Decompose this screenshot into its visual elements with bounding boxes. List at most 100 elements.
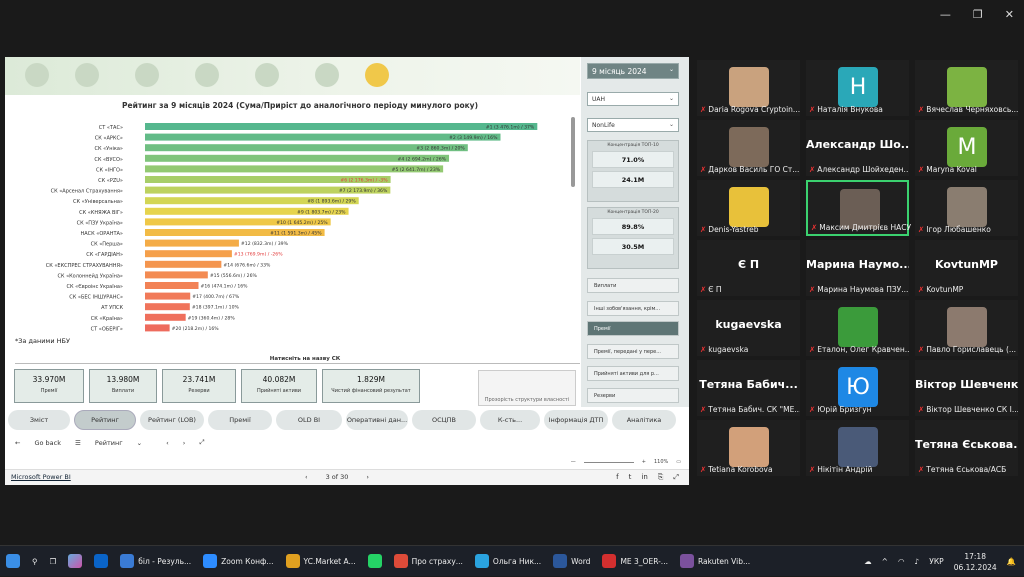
volume-icon[interactable]: ♪ — [914, 557, 920, 566]
ownership-structure-button[interactable]: Прозорість структури власності — [478, 370, 576, 406]
side-button-other-liabilities[interactable]: Інші зобов'язання, крім... — [587, 301, 679, 316]
restore-button[interactable]: ❐ — [972, 8, 983, 21]
category-label[interactable]: СК «АРКС» — [95, 136, 123, 142]
side-button-reserves[interactable]: Резерви — [587, 388, 679, 403]
bar[interactable] — [145, 260, 222, 268]
category-label[interactable]: СК «ГАРДІАН» — [86, 252, 123, 258]
category-label[interactable]: НАСК «ОРАНТА» — [80, 231, 123, 237]
segment-select[interactable]: NonLife ⌄ — [587, 118, 679, 132]
kpi-card-payouts[interactable]: 13.980M Виплати — [89, 369, 157, 403]
participant-tile[interactable]: ✗ Daria Rogova Cryptoin... — [697, 60, 800, 116]
tab-count[interactable]: К-сть... — [480, 410, 540, 430]
facebook-icon[interactable]: f — [616, 473, 619, 481]
side-button-premiums[interactable]: Премії — [587, 321, 679, 336]
category-label[interactable]: СК «Колоннейд Україна» — [57, 272, 123, 279]
bar[interactable] — [145, 313, 186, 321]
category-label[interactable]: СК «ЕКСПРЕС СТРАХУВАННЯ» — [46, 263, 123, 269]
next-page-button[interactable]: › — [366, 473, 370, 481]
tab-old-bi[interactable]: OLD BI — [276, 410, 342, 430]
minimize-button[interactable]: — — [939, 8, 951, 21]
bar[interactable] — [145, 229, 325, 236]
bar[interactable] — [145, 282, 199, 289]
participant-tile[interactable]: kugaevska ✗ kugaevska — [697, 300, 800, 356]
participant-tile[interactable]: ✗ Denis-Yastreb — [697, 180, 800, 236]
prev-page-button[interactable]: ‹ — [305, 473, 308, 481]
taskbar-app[interactable]: Word — [547, 546, 596, 577]
zoom-out-icon[interactable]: — — [570, 459, 576, 465]
category-label[interactable]: СТ «ТАС» — [99, 125, 123, 131]
windows-start-icon[interactable] — [0, 546, 26, 577]
copilot-icon[interactable] — [62, 546, 88, 577]
bar[interactable] — [145, 324, 170, 332]
language-indicator[interactable]: УКР — [929, 557, 944, 566]
zoom-slider[interactable] — [583, 461, 634, 463]
tab-contents[interactable]: Зміст — [8, 410, 70, 430]
category-label[interactable]: СК «Арсенал Страхування» — [51, 189, 123, 195]
participant-tile[interactable]: ✗ Еталон, Олег Кравчен... — [806, 300, 909, 356]
close-button[interactable]: ✕ — [1004, 8, 1014, 21]
participant-tile[interactable]: Н ✗ Наталія Внукова — [806, 60, 909, 116]
participant-tile[interactable]: ✗ Нікітін Андрій — [806, 420, 909, 476]
taskbar-app[interactable] — [362, 546, 388, 577]
page-select[interactable]: Рейтинг — [94, 438, 123, 447]
bar[interactable] — [145, 292, 191, 300]
participant-tile[interactable]: ✗ Вячеслав Черняховсь... — [915, 60, 1018, 116]
participant-tile[interactable]: ✗ Ігор Любашенко — [915, 180, 1018, 236]
category-label[interactable]: СК «ВУСО» — [94, 157, 123, 163]
taskbar-app[interactable]: МЕ 3_OER-... — [596, 546, 674, 577]
category-label[interactable]: СК «ПЗУ Україна» — [77, 220, 123, 226]
bar[interactable] — [145, 250, 232, 258]
taskbar-app[interactable]: Ольга Ник... — [469, 546, 547, 577]
bar[interactable] — [145, 197, 359, 205]
wifi-icon[interactable]: ◠ — [897, 557, 905, 566]
taskbar-app[interactable]: Zoom Конф... — [197, 546, 279, 577]
participant-tile[interactable]: Віктор Шевченко ✗ Віктор Шевченко СК І... — [915, 360, 1018, 416]
powerbi-link[interactable]: Microsoft Power BI — [11, 473, 71, 481]
zoom-in-icon[interactable]: + — [641, 459, 646, 465]
back-button[interactable]: Go back — [34, 438, 61, 447]
bar[interactable] — [145, 133, 501, 141]
back-arrow-icon[interactable]: ← — [15, 438, 21, 447]
fullscreen-icon[interactable]: ⤢ — [673, 473, 679, 481]
taskbar-app[interactable]: Про страху... — [388, 546, 469, 577]
tab-dtp-info[interactable]: Інформація ДТП — [544, 410, 608, 430]
cloud-icon[interactable]: ☁ — [864, 557, 872, 566]
prev-page-icon[interactable]: ‹ — [166, 438, 169, 447]
bar[interactable] — [145, 165, 444, 173]
category-label[interactable]: СК «Універсальна» — [73, 199, 123, 205]
participant-tile[interactable]: Тетяна Єськова... ✗ Тетяна Єськова/АСБ — [915, 420, 1018, 476]
category-label[interactable]: СК «Країна» — [91, 316, 123, 322]
search-icon[interactable]: ⚲ — [32, 556, 38, 566]
tab-osctpv[interactable]: ОСЦПВ — [412, 410, 476, 430]
participant-tile[interactable]: ✗ Максим Дмитрієв НАСУ — [806, 180, 911, 236]
side-button-payouts[interactable]: Виплати — [587, 278, 679, 293]
chevron-up-icon[interactable]: ^ — [881, 557, 888, 566]
currency-select[interactable]: UAH ⌄ — [587, 92, 679, 106]
participant-tile[interactable]: Александр Шо... ✗ Александр Шойхеден... — [806, 120, 909, 176]
category-label[interactable]: СК «КНЯЖА ВІГ» — [79, 210, 123, 216]
outlook-icon[interactable] — [88, 546, 114, 577]
participant-tile[interactable]: Марина Наумо... ✗ Марина Наумова ПЗУ... — [806, 240, 909, 296]
taskbar-app[interactable]: YC.Market A... — [280, 546, 362, 577]
expand-icon[interactable]: ⤢ — [199, 438, 205, 446]
linkedin-icon[interactable]: in — [641, 473, 648, 481]
category-label[interactable]: СК «ІНГО» — [96, 167, 123, 173]
participant-tile[interactable]: Тетяна Бабич... ✗ Тетяна Бабич. СК "МЕ... — [697, 360, 800, 416]
bar[interactable] — [145, 271, 208, 279]
taskbar-app[interactable]: біл - Резуль... — [114, 546, 197, 577]
category-label[interactable]: СК «Перша» — [91, 242, 123, 248]
category-label[interactable]: СК «БЕС ІНШУРАНС» — [69, 295, 123, 301]
category-label[interactable]: СК «Уніка» — [94, 146, 123, 152]
category-label[interactable]: СК «PZU» — [98, 178, 123, 184]
participant-tile[interactable]: M ✗ Maryna Koval — [915, 120, 1018, 176]
notification-icon[interactable]: 🔔 — [1006, 557, 1016, 566]
participant-tile[interactable]: Ю ✗ Юрій Бризгун — [806, 360, 909, 416]
tab-premiums[interactable]: Премії — [208, 410, 272, 430]
next-page-icon[interactable]: › — [182, 438, 186, 447]
kpi-card-reserves[interactable]: 23.741M Резерви — [162, 369, 236, 403]
side-button-ceded-premiums[interactable]: Премії, передані у пере... — [587, 344, 679, 359]
twitter-icon[interactable]: t — [628, 473, 632, 481]
task-view-icon[interactable]: ❐ — [49, 556, 57, 566]
bar[interactable] — [145, 207, 349, 215]
bar[interactable] — [145, 218, 331, 226]
